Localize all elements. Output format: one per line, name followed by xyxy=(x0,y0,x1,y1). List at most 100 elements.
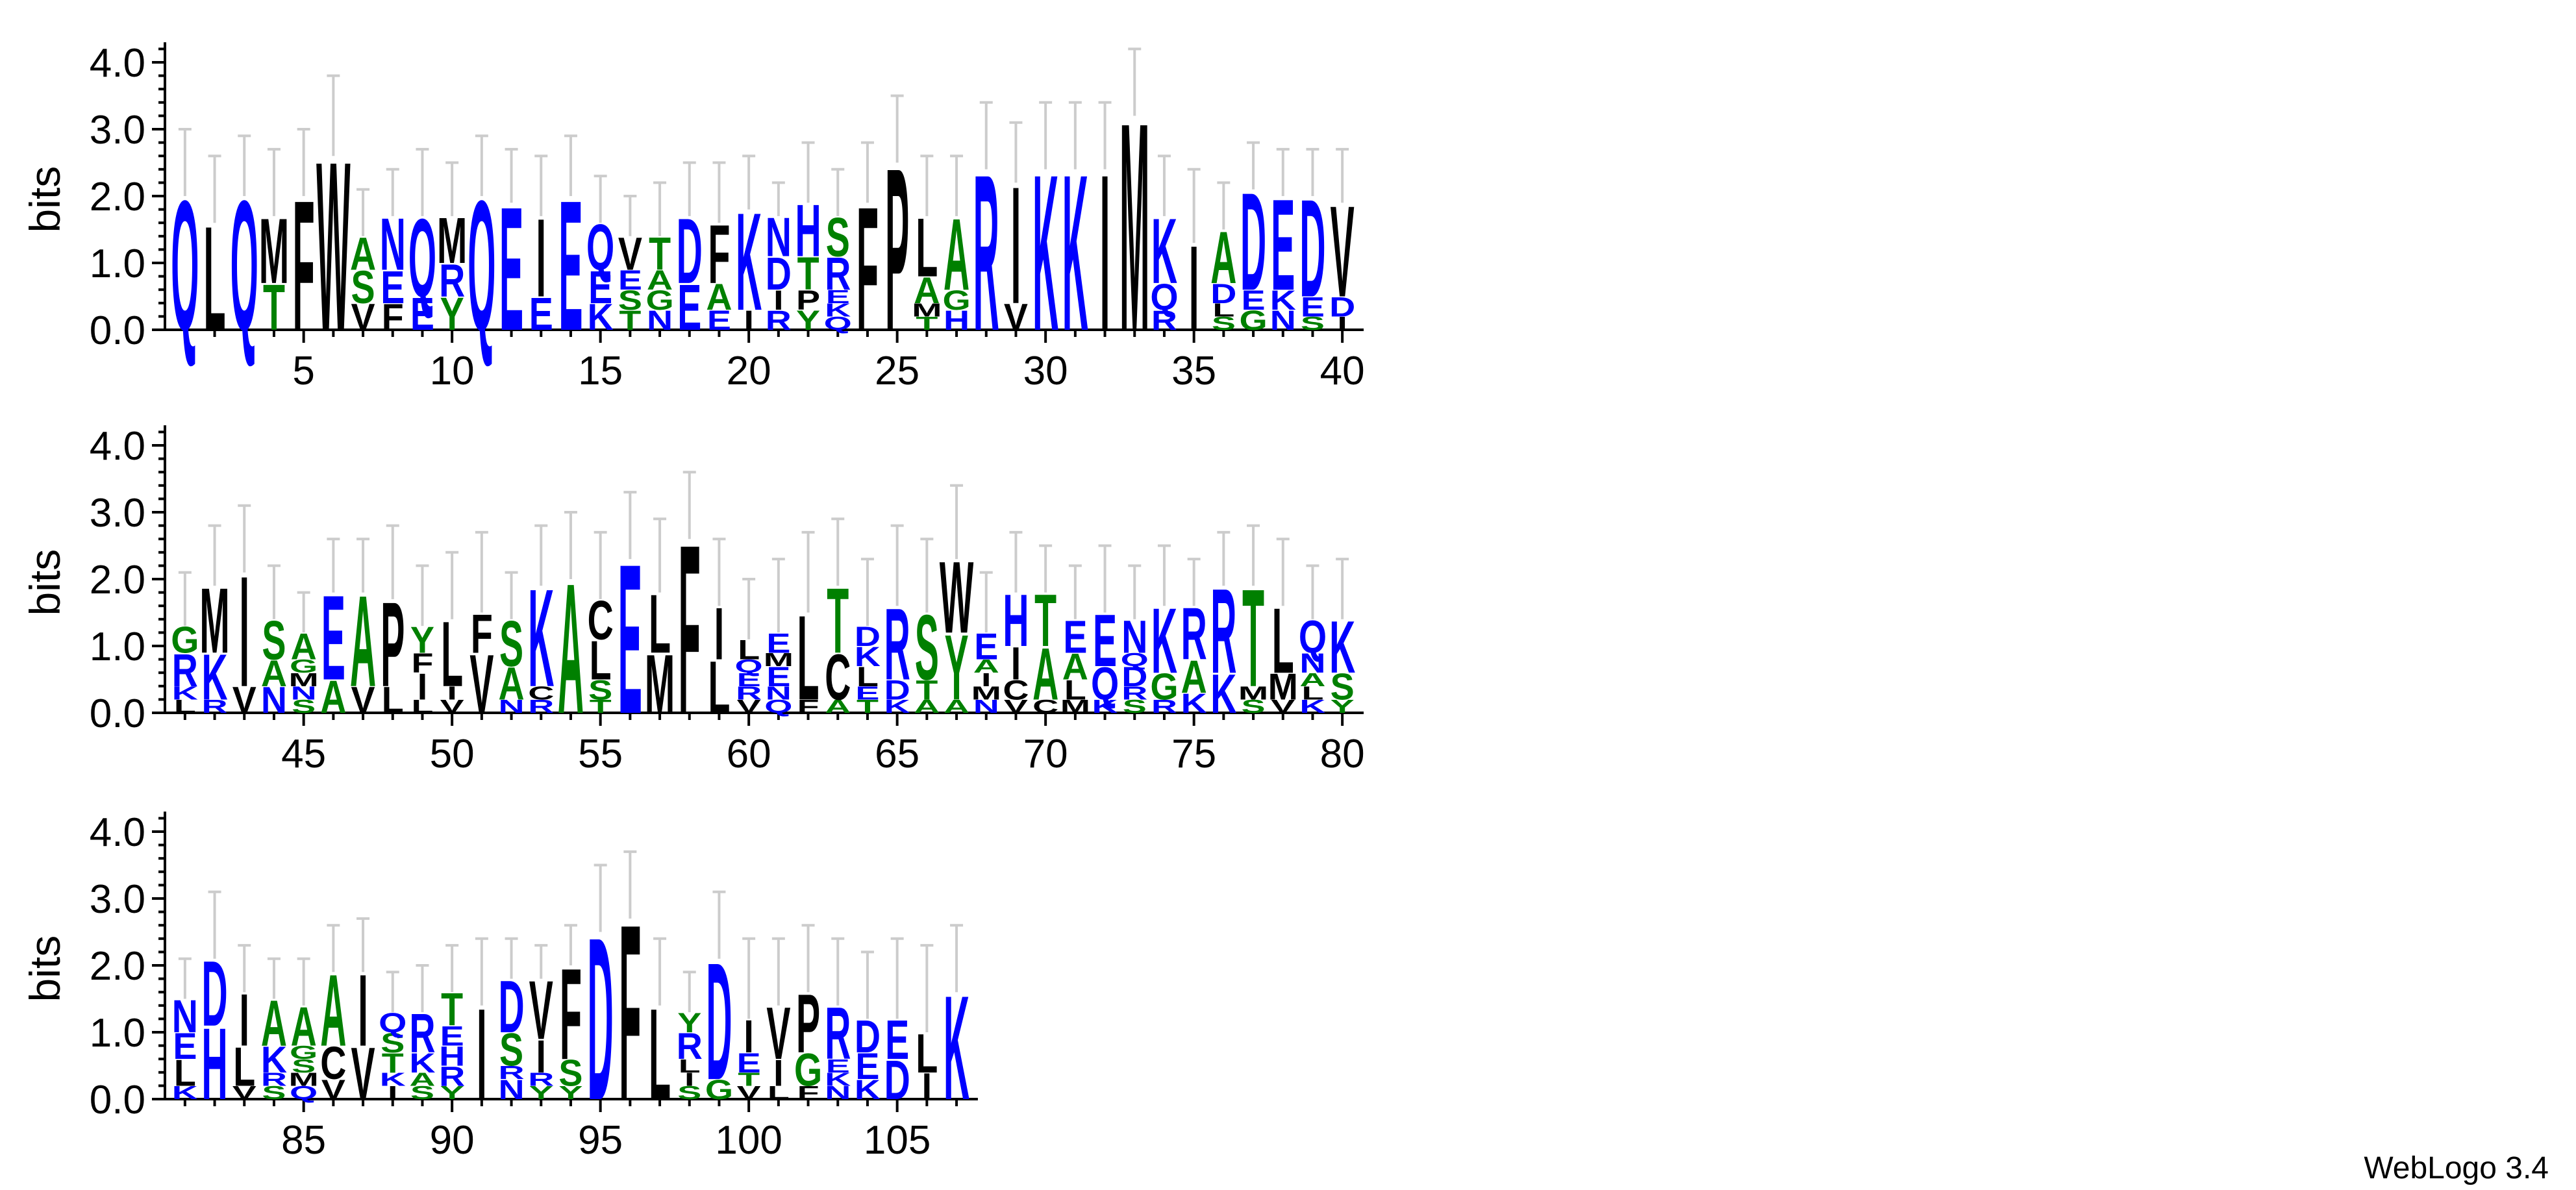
logo-letter: M xyxy=(259,199,289,303)
logo-letter: M xyxy=(645,638,675,731)
logo-letter: C xyxy=(588,590,614,652)
logo-letter: K xyxy=(380,1069,406,1090)
logo-letter: V xyxy=(618,228,642,280)
logo-letter: T xyxy=(857,697,879,717)
y-axis-label: bits xyxy=(21,549,69,616)
logo-letter: C xyxy=(825,641,851,713)
x-tick-label: 75 xyxy=(1171,732,1216,776)
logo-letter: I xyxy=(536,197,546,321)
logo-letter: A xyxy=(350,569,376,714)
logo-letter: K xyxy=(172,1083,198,1104)
logo-letter: E xyxy=(1242,284,1266,316)
logo-letter: A xyxy=(261,988,287,1060)
logo-letter: N xyxy=(647,304,673,336)
logo-letter: K xyxy=(736,184,762,340)
logo-letter: K xyxy=(1151,589,1177,693)
logo-letter: K xyxy=(201,641,227,713)
logo-letter: A xyxy=(1299,670,1325,691)
logo-letter: K xyxy=(825,1069,851,1090)
logo-letter: H xyxy=(201,1008,227,1122)
logo-letter: G xyxy=(290,1043,318,1063)
logo-letter: R xyxy=(498,1063,524,1084)
logo-letter: G xyxy=(942,284,970,316)
logo-letter: V xyxy=(1004,296,1028,338)
logo-letter: E xyxy=(499,169,523,367)
logo-letter: R xyxy=(736,683,762,704)
logo-letter: G xyxy=(1150,666,1178,708)
logo-letter: L xyxy=(649,982,671,1127)
x-tick-label: 65 xyxy=(875,732,919,776)
logo-letter: G xyxy=(171,619,199,661)
y-tick-label: 3.0 xyxy=(90,877,145,922)
logo-letter: E xyxy=(321,571,345,706)
logo-letter: T xyxy=(263,272,285,344)
logo-letter: Q xyxy=(231,161,258,369)
x-tick-label: 40 xyxy=(1320,349,1365,393)
logo-letter: L xyxy=(1301,683,1323,704)
logo-letter: L xyxy=(1064,674,1086,705)
logo-letter: D xyxy=(884,674,910,705)
logo-letter: E xyxy=(885,1010,909,1071)
footer-label: WebLogo 3.4 xyxy=(2364,1151,2549,1185)
logo-letter: I xyxy=(418,666,427,708)
logo-letter: K xyxy=(172,683,198,704)
logo-letter: I xyxy=(1100,129,1110,378)
logo-letter: R xyxy=(1151,304,1177,336)
y-tick-label: 0.0 xyxy=(90,691,145,736)
logo-letter: R xyxy=(766,304,792,336)
y-tick-label: 0.0 xyxy=(90,308,145,353)
logo-letter: G xyxy=(1239,304,1267,336)
logo-letter: E xyxy=(173,1025,197,1067)
logo-letter: I xyxy=(773,1052,783,1094)
logo-letter: P xyxy=(796,284,820,316)
logo-letter: R xyxy=(201,697,227,717)
logo-letter: Q xyxy=(379,1007,406,1038)
logo-letter: A xyxy=(261,652,287,694)
logo-letter: A xyxy=(914,697,940,717)
logo-letter: A xyxy=(291,626,317,667)
logo-letter: Q xyxy=(824,314,852,334)
logo-letter: A xyxy=(409,1069,435,1090)
logo-letter: L xyxy=(797,591,819,726)
logo-letter: A xyxy=(973,656,999,677)
logo-letter: V xyxy=(232,679,256,721)
logo-letter: L xyxy=(916,201,938,295)
logo-letter: L xyxy=(441,602,463,706)
logo-letter: M xyxy=(1060,697,1090,717)
logo-letter: E xyxy=(1271,173,1295,317)
logo-letter: N xyxy=(766,207,792,269)
y-tick-label: 4.0 xyxy=(90,41,145,86)
logo-letter: Q xyxy=(468,161,495,369)
logo-letter: I xyxy=(744,1010,753,1062)
logo-letter: A xyxy=(350,228,376,280)
logo-letter: Q xyxy=(1299,611,1327,663)
logo-letter: K xyxy=(855,641,881,672)
logo-letter: R xyxy=(825,247,851,299)
logo-letter: L xyxy=(768,1083,790,1104)
x-tick-label: 85 xyxy=(281,1118,326,1163)
logo-letter: A xyxy=(498,658,524,710)
logo-letter: T xyxy=(441,984,463,1035)
logo-letter: K xyxy=(588,296,614,338)
logo-letter: S xyxy=(1123,697,1147,717)
logo-letter: K xyxy=(409,1047,435,1078)
logo-letter: S xyxy=(1301,314,1325,334)
logo-letter: Y xyxy=(1331,697,1355,717)
logo-letter: V xyxy=(232,1083,257,1104)
logo-letter: R xyxy=(528,697,554,717)
x-tick-label: 5 xyxy=(292,349,314,393)
logo-letter: N xyxy=(1270,304,1296,336)
logo-letter: S xyxy=(381,1027,405,1058)
y-tick-label: 3.0 xyxy=(90,108,145,153)
logo-letter: Y xyxy=(677,1007,701,1038)
logo-letter: W xyxy=(940,541,974,655)
logo-letter: K xyxy=(1210,663,1236,725)
logo-letter: L xyxy=(679,1056,701,1077)
logo-letter: L xyxy=(204,196,226,362)
logo-letter: Q xyxy=(764,697,792,717)
x-tick-label: 20 xyxy=(727,349,771,393)
logo-letter: Y xyxy=(558,1083,582,1104)
logo-letter: A xyxy=(320,954,346,1068)
logo-letter: H xyxy=(944,304,969,336)
